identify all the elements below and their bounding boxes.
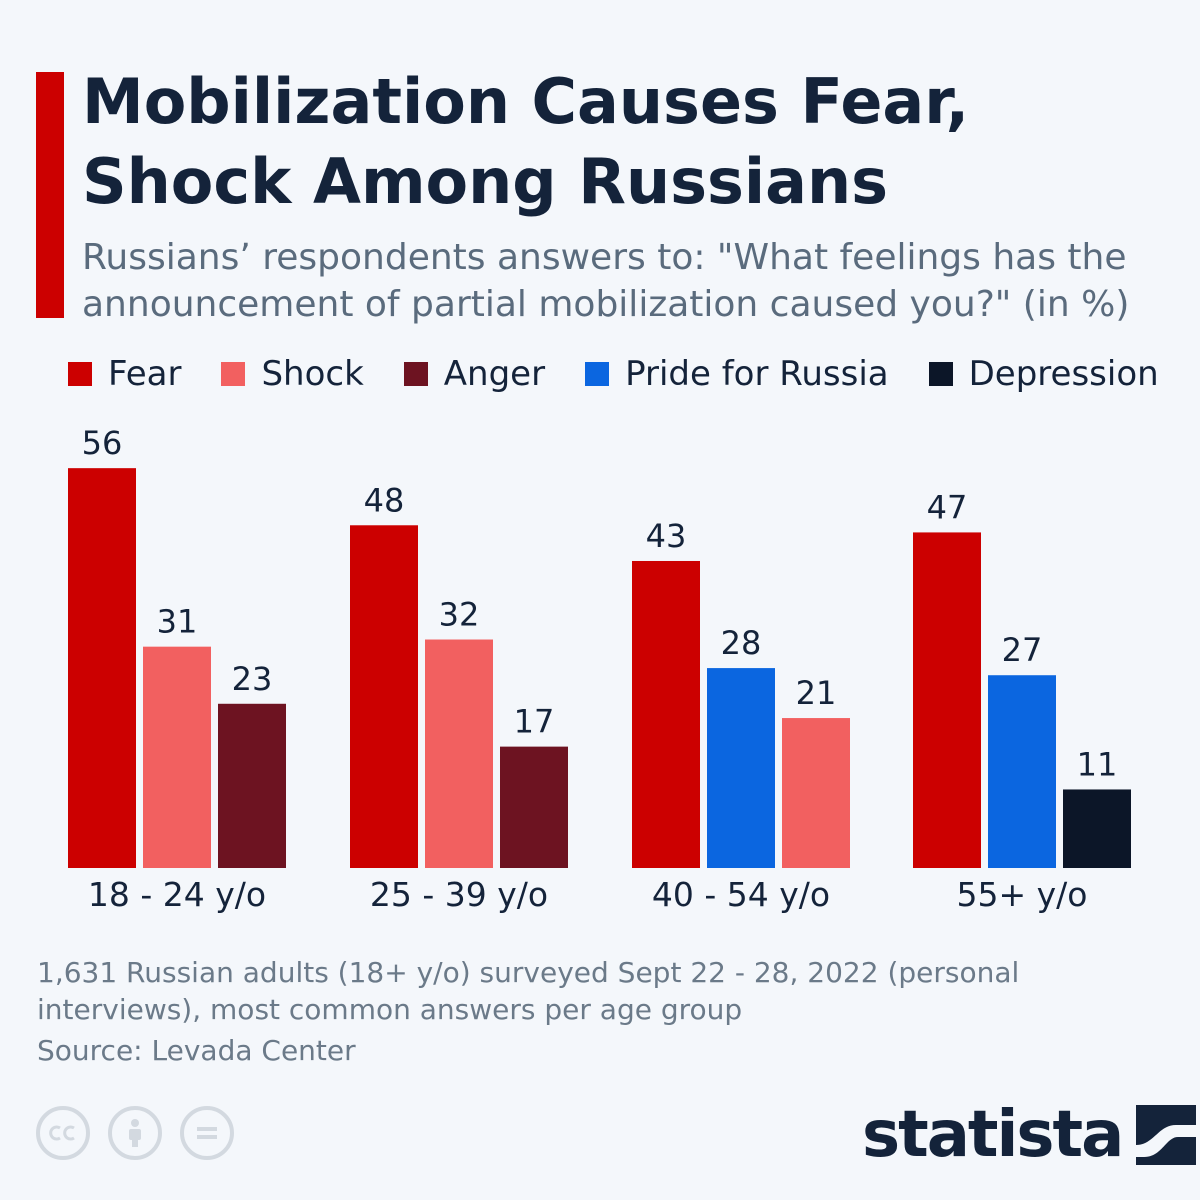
- legend-label: Depression: [968, 354, 1159, 394]
- legend-label: Fear: [108, 354, 182, 394]
- bar-anger: [218, 703, 286, 868]
- bar-value-label: 28: [721, 624, 762, 662]
- license-icons: [36, 1106, 252, 1160]
- legend-item-pride: Pride for Russia: [585, 354, 889, 394]
- bar-pride-for-russia: [707, 668, 775, 868]
- statista-logo[interactable]: statista: [862, 1098, 1197, 1172]
- chart-subtitle: Russians’ respondents answers to: "What …: [82, 237, 1130, 325]
- bar-value-label: 32: [439, 596, 480, 634]
- title-accent-bar: [36, 72, 64, 318]
- legend-item-shock: Shock: [221, 354, 364, 394]
- legend-swatch: [585, 362, 610, 386]
- statista-mark-icon: [1136, 1105, 1197, 1165]
- legend-item-fear: Fear: [68, 354, 181, 394]
- category-label: 55+ y/o: [957, 875, 1088, 914]
- legend-swatch: [68, 362, 92, 386]
- bar-value-label: 11: [1077, 745, 1118, 783]
- legend-label: Anger: [443, 354, 546, 394]
- legend-swatch: [403, 362, 428, 386]
- bar-value-label: 56: [82, 424, 123, 462]
- bar-shock: [143, 646, 211, 868]
- cc-icon[interactable]: [36, 1106, 90, 1160]
- legend-item-anger: Anger: [403, 354, 546, 394]
- bar-value-label: 47: [927, 488, 968, 526]
- no-derivatives-icon[interactable]: [180, 1106, 234, 1160]
- category-label: 18 - 24 y/o: [88, 875, 266, 914]
- category-label: 40 - 54 y/o: [652, 875, 830, 914]
- bar-value-label: 21: [796, 674, 837, 712]
- attribution-icon[interactable]: [108, 1106, 162, 1160]
- brand-wordmark: statista: [862, 1098, 1124, 1172]
- bar-pride-for-russia: [988, 675, 1056, 868]
- bar-depression: [1063, 789, 1131, 868]
- bar-shock: [782, 718, 850, 868]
- bar-value-label: 17: [514, 703, 555, 741]
- bar-fear: [913, 532, 981, 868]
- bar-fear: [68, 468, 136, 868]
- legend: Fear Shock Anger Pride for Russia Depres…: [68, 352, 1159, 396]
- bar-chart: 56 31 23 18 - 24 y/o 48 32 17 25 - 39 y/o 43 28 21…: [68, 424, 1131, 914]
- bar-anger: [500, 746, 568, 868]
- legend-label: Shock: [261, 354, 364, 394]
- bar-value-label: 27: [1002, 631, 1043, 669]
- survey-footnote: 1,631 Russian adults (18+ y/o) surveyed …: [37, 956, 1020, 1026]
- legend-item-depression: Depression: [928, 354, 1159, 394]
- bar-value-label: 23: [232, 660, 273, 698]
- source-note: Source: Levada Center: [37, 1034, 356, 1067]
- legend-label: Pride for Russia: [625, 354, 889, 394]
- bar-value-label: 48: [364, 481, 405, 519]
- bar-value-label: 31: [157, 603, 198, 641]
- chart-title: Mobilization Causes Fear, Shock Among Ru…: [82, 65, 970, 218]
- bar-fear: [632, 560, 700, 868]
- bar-value-label: 43: [646, 517, 687, 555]
- category-label: 25 - 39 y/o: [370, 875, 548, 914]
- bar-fear: [350, 525, 418, 868]
- legend-swatch: [221, 362, 246, 386]
- bar-shock: [425, 639, 493, 868]
- legend-swatch: [928, 362, 953, 386]
